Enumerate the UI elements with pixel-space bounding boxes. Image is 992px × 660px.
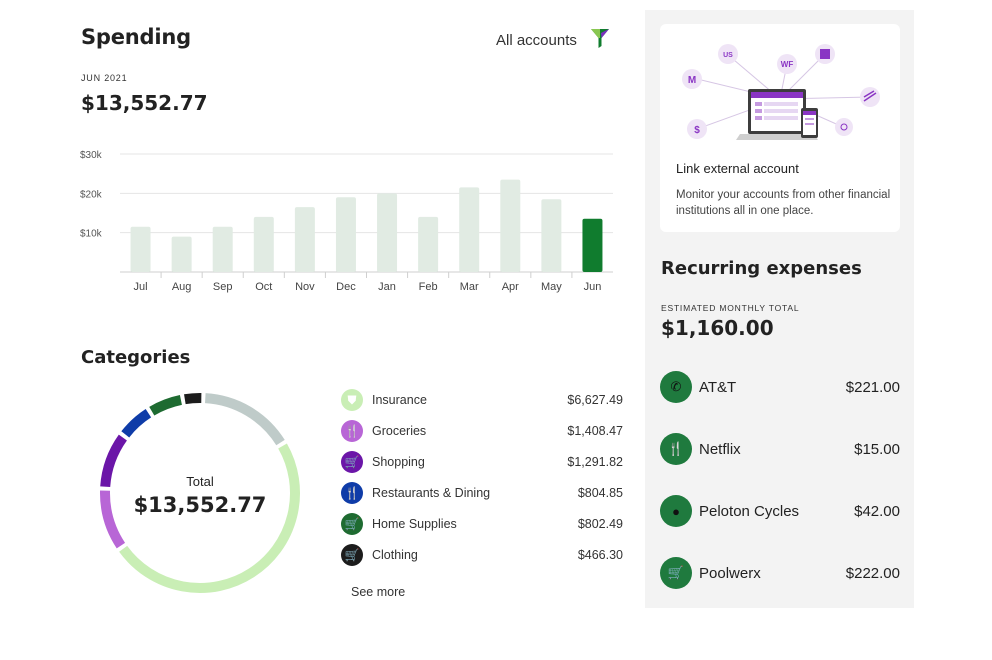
bar-oct — [253, 216, 274, 272]
recurring-row[interactable]: ● Peloton Cycles $42.00 — [660, 493, 900, 529]
bar-jun — [582, 218, 603, 272]
bike-icon: ● — [660, 495, 692, 527]
category-row[interactable]: ⛊ Insurance $6,627.49 — [341, 388, 623, 412]
category-amount: $802.49 — [577, 517, 623, 531]
category-amount: $804.85 — [577, 486, 623, 500]
x-tick-label: Jun — [584, 281, 602, 293]
x-tick-label: Apr — [502, 281, 519, 293]
recurring-row[interactable]: ✆ AT&T $221.00 — [660, 369, 900, 405]
x-tick-label: Nov — [295, 281, 315, 293]
recurring-name: Poolwerx — [699, 564, 761, 582]
spending-title: Spending — [81, 25, 191, 49]
donut-segment-shopping — [100, 434, 128, 488]
donut-segment-home-supplies — [149, 395, 183, 416]
donut-total-value: $13,552.77 — [133, 493, 267, 517]
category-name: Restaurants & Dining — [372, 486, 491, 500]
bar-mar — [459, 187, 480, 272]
category-row[interactable]: 🛒 Shopping $1,291.82 — [341, 450, 623, 474]
bar-sep — [212, 226, 233, 272]
bar-feb — [418, 216, 439, 272]
cart-icon: 🛒 — [341, 451, 363, 473]
link-account-description: Monitor your accounts from other financi… — [676, 189, 891, 217]
x-tick-label: Sep — [213, 281, 233, 293]
recurring-name: Peloton Cycles — [699, 502, 800, 520]
recurring-amount: $15.00 — [854, 440, 900, 458]
cart-icon: 🛒 — [341, 513, 363, 535]
bar-dec — [335, 197, 356, 272]
categories-title: Categories — [81, 347, 191, 368]
donut-segment-restaurants-dining — [121, 409, 152, 438]
bar-nov — [294, 207, 315, 272]
donut-segment-clothing — [184, 393, 202, 405]
x-tick-label: Mar — [460, 281, 479, 293]
category-row[interactable]: 🛒 Home Supplies $802.49 — [341, 512, 623, 536]
recurring-name: Netflix — [699, 440, 741, 458]
y-tick-label: $10k — [80, 229, 103, 240]
category-name: Clothing — [372, 548, 418, 562]
filter-icon[interactable] — [589, 27, 611, 54]
category-name: Insurance — [372, 393, 427, 407]
donut-segment-insurance — [119, 443, 300, 593]
recurring-name: AT&T — [699, 378, 737, 396]
account-filter-label[interactable]: All accounts — [496, 32, 577, 49]
bar-may — [541, 199, 562, 272]
see-more-link[interactable]: See more — [351, 585, 406, 599]
category-amount: $6,627.49 — [567, 393, 623, 407]
y-tick-label: $30k — [80, 150, 103, 161]
bubble-us: US — [723, 52, 733, 59]
x-tick-label: Aug — [172, 281, 192, 293]
link-account-illustration: M US WF $ — [682, 44, 880, 140]
recurring-estimate-value: $1,160.00 — [661, 316, 774, 340]
bar-jul — [130, 226, 151, 272]
bubble-dollar: $ — [694, 125, 700, 136]
category-name: Shopping — [372, 455, 425, 469]
categories-donut[interactable] — [93, 386, 307, 605]
bar-aug — [171, 236, 192, 272]
spending-period: JUN 2021 — [81, 73, 128, 83]
x-tick-label: Dec — [336, 281, 356, 293]
recurring-amount: $42.00 — [854, 502, 900, 520]
y-tick-label: $20k — [80, 189, 103, 200]
x-tick-label: Feb — [419, 281, 438, 293]
category-name: Groceries — [372, 424, 427, 438]
category-row[interactable]: 🛒 Clothing $466.30 — [341, 543, 623, 567]
donut-total-label: Total — [186, 474, 214, 489]
recurring-row[interactable]: 🍴 Netflix $15.00 — [660, 431, 900, 467]
x-tick-label: Jul — [134, 281, 148, 293]
link-account-card[interactable]: M US WF $ — [660, 24, 900, 232]
utensils-icon: 🍴 — [660, 433, 692, 465]
link-account-title[interactable]: Link external account — [676, 161, 799, 176]
cart-icon: 🛒 — [660, 557, 692, 589]
recurring-amount: $221.00 — [845, 378, 900, 396]
bar-jan — [377, 193, 398, 272]
x-tick-label: May — [541, 281, 562, 293]
bubble-wf: WF — [781, 60, 794, 69]
utensils-icon: 🍴 — [341, 420, 363, 442]
phone-icon: ✆ — [660, 371, 692, 403]
donut-segment-groceries — [100, 490, 126, 549]
bubble-m: M — [688, 75, 696, 86]
category-amount: $466.30 — [577, 548, 623, 562]
recurring-title: Recurring expenses — [661, 258, 862, 279]
category-amount: $1,408.47 — [567, 424, 623, 438]
recurring-amount: $222.00 — [845, 564, 900, 582]
bar-apr — [500, 179, 521, 272]
recurring-row[interactable]: 🛒 Poolwerx $222.00 — [660, 555, 900, 591]
spending-total: $13,552.77 — [81, 91, 208, 115]
category-row[interactable]: 🍴 Restaurants & Dining $804.85 — [341, 481, 623, 505]
x-tick-label: Jan — [378, 281, 396, 293]
donut-segment-other — [204, 393, 285, 446]
recurring-estimate-label: ESTIMATED MONTHLY TOTAL — [661, 303, 800, 313]
x-tick-label: Oct — [255, 281, 272, 293]
spending-bar-chart: $10k $20k $30k Jul Aug Sep Oct Nov Dec Jan Feb Mar A… — [78, 140, 623, 305]
cart-icon: 🛒 — [341, 544, 363, 566]
category-name: Home Supplies — [372, 517, 457, 531]
utensils-icon: 🍴 — [341, 482, 363, 504]
category-amount: $1,291.82 — [567, 455, 623, 469]
account-filter[interactable]: All accounts — [496, 27, 611, 54]
category-row[interactable]: 🍴 Groceries $1,408.47 — [341, 419, 623, 443]
shield-icon: ⛊ — [341, 389, 363, 411]
